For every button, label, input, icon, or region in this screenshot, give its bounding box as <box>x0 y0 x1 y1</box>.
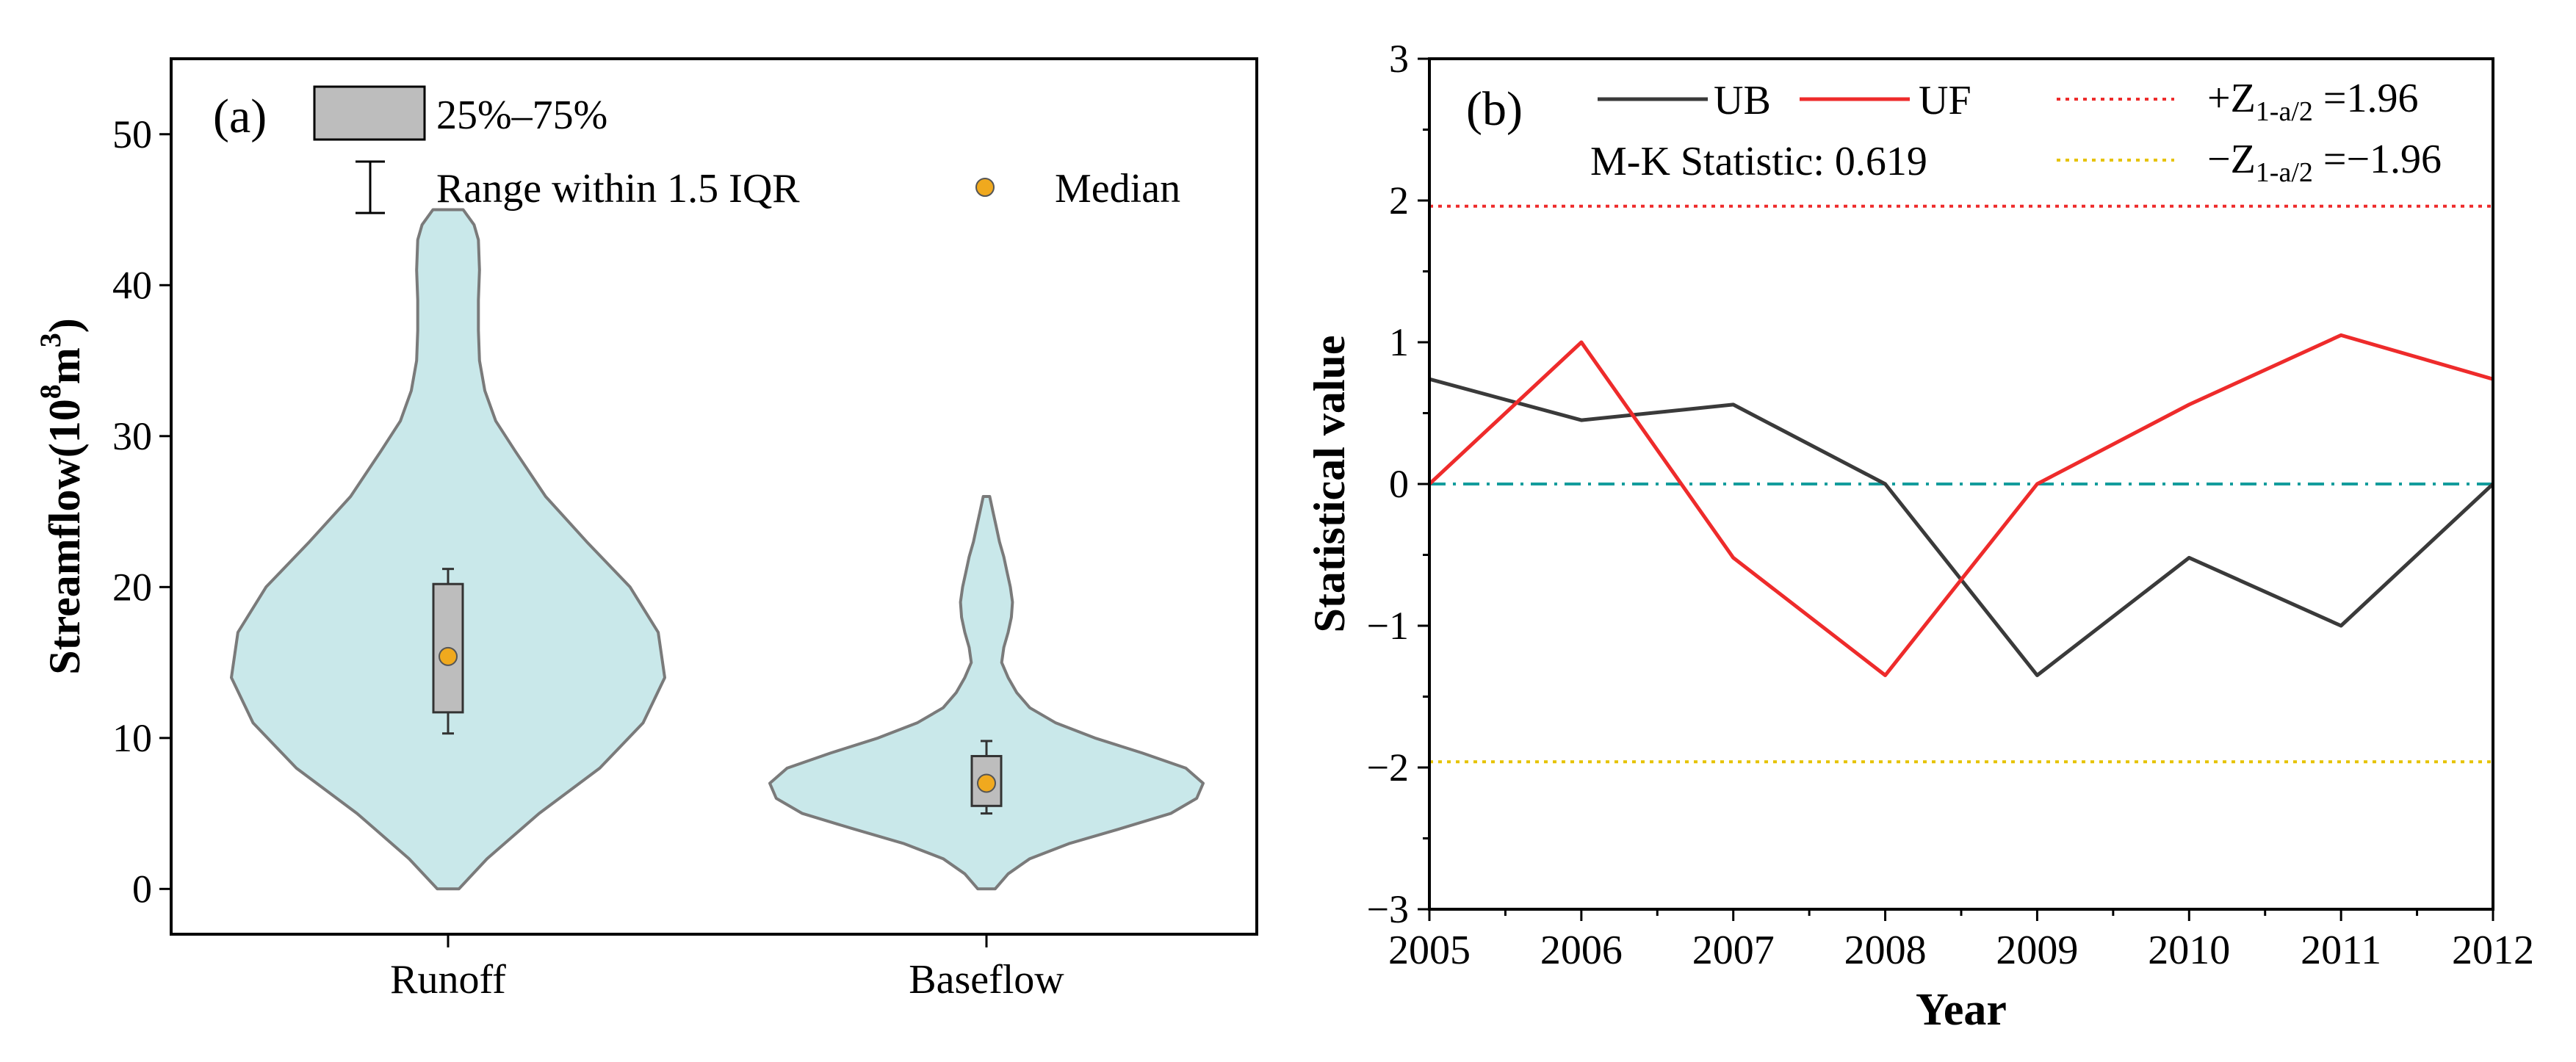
violin-x-tick-label: Runoff <box>390 957 506 1003</box>
legend-uf-label: UF <box>1919 78 1971 123</box>
mk-x-tick-label: 2008 <box>1844 928 1927 973</box>
legend-neg-crit-label: −Z1-a/2 =−1.96 <box>2207 137 2442 188</box>
mk-x-axis-label: Year <box>1916 985 2007 1035</box>
violin-panel: 0 10 20 30 40 50 Runoff Baseflow (a) 25%–75% R… <box>34 57 1258 1003</box>
legend-box-label: 25%–75% <box>436 93 607 138</box>
violin-y-tick-label: 40 <box>112 263 152 307</box>
violin-baseflow <box>768 495 1205 891</box>
mk-statistic-annotation: M-K Statistic: 0.619 <box>1590 139 1927 184</box>
mk-y-tick-label: −3 <box>1367 887 1409 931</box>
mk-marks <box>1429 204 2493 764</box>
legend-whisker-label: Range within 1.5 IQR <box>436 166 800 212</box>
violin-legend: 25%–75% Range within 1.5 IQR Median <box>313 85 1180 214</box>
mk-x-tick-label: 2009 <box>1996 928 2078 973</box>
violin-runoff <box>230 208 666 891</box>
mk-y-tick-label: 2 <box>1389 178 1409 223</box>
mk-x-ticks: 2005 2006 2007 2008 2009 2010 2011 2012 <box>1388 909 2534 973</box>
mk-x-tick-label: 2012 <box>2452 928 2534 973</box>
mk-y-axis-label: Statistical value <box>1305 336 1354 633</box>
series-line-uf <box>1429 333 2493 677</box>
mk-x-tick-label: 2011 <box>2301 928 2381 973</box>
violin-x-tick-label: Baseflow <box>909 957 1064 1003</box>
mk-y-tick-label: 0 <box>1389 462 1409 506</box>
median-point-baseflow <box>977 773 996 793</box>
mk-x-tick-label: 2005 <box>1388 928 1471 973</box>
violin-y-tick-label: 30 <box>112 414 152 458</box>
violin-y-tick-label: 20 <box>112 565 152 609</box>
legend-median-marker <box>975 178 995 197</box>
mk-y-tick-label: 3 <box>1389 37 1409 81</box>
legend-box-swatch <box>313 85 426 141</box>
legend-pos-crit-label: +Z1-a/2 =1.96 <box>2207 76 2418 127</box>
median-point-runoff <box>439 646 458 666</box>
mk-legend: UB UF +Z1-a/2 =1.96 −Z1-a/2 =−1.96 M-K S… <box>1590 76 2442 188</box>
legend-median-label: Median <box>1055 166 1180 212</box>
violin-y-ticks: 0 10 20 30 40 50 <box>112 112 171 911</box>
panel-label-b: (b) <box>1466 82 1523 136</box>
mk-y-ticks: −3 −2 −1 0 1 2 3 <box>1367 37 1429 931</box>
violin-y-tick-label: 50 <box>112 112 152 156</box>
legend-ub-label: UB <box>1714 78 1771 123</box>
violin-y-tick-label: 0 <box>132 867 152 911</box>
violin-y-axis-label: Streamflow(108m3) <box>34 318 89 674</box>
legend-whisker-symbol <box>356 160 385 214</box>
violin-plot-frame <box>170 57 1258 936</box>
mk-x-tick-label: 2006 <box>1540 928 1623 973</box>
mk-x-tick-label: 2007 <box>1692 928 1775 973</box>
panel-label-a: (a) <box>213 90 267 143</box>
violin-marks <box>230 208 1205 891</box>
mk-y-tick-label: −1 <box>1367 604 1409 648</box>
mk-y-tick-label: 1 <box>1389 320 1409 364</box>
violin-y-tick-label: 10 <box>112 716 152 760</box>
mk-x-tick-label: 2010 <box>2148 928 2230 973</box>
violin-x-ticks: Runoff Baseflow <box>390 934 1064 1003</box>
mk-y-tick-label: −2 <box>1367 745 1409 790</box>
series-line-ub <box>1429 377 2493 677</box>
